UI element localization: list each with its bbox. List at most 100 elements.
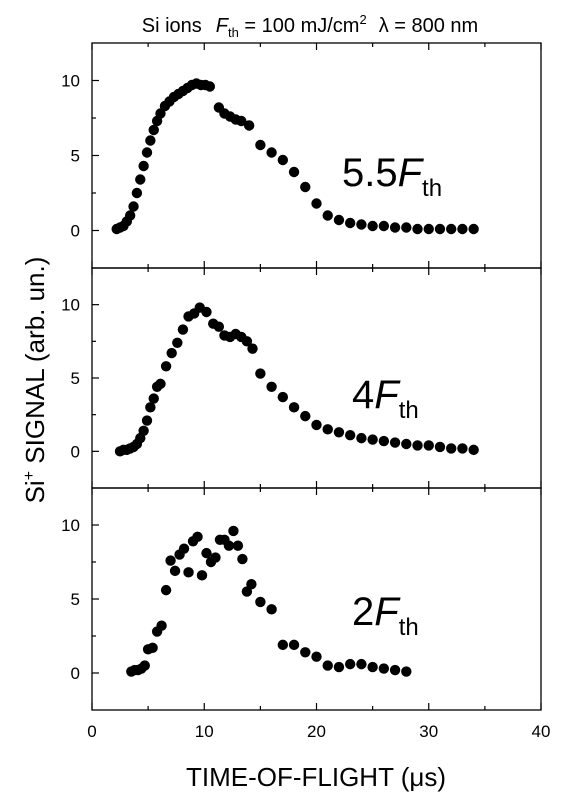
title-fluence-sup: 2 [359,12,366,27]
data-point [201,547,212,559]
data-point [236,115,247,127]
data-point [311,198,322,209]
data-point [356,432,367,444]
y-tick-label: 10 [61,296,80,315]
data-point [145,402,156,413]
annotation-symbol: F [398,151,425,195]
title-fluence-symbol: F [216,15,230,37]
data-point [148,124,159,136]
y-tick-label: 5 [71,369,80,388]
data-point [457,223,468,235]
y-tick-label: 0 [71,222,80,241]
data-point [367,661,378,673]
x-tick-label: 10 [195,722,214,741]
data-point [156,620,167,631]
data-point [468,223,479,235]
panel-frame [91,42,542,269]
x-axis-title: TIME-OF-FLIGHT (μs) [186,762,446,792]
data-point [322,210,333,221]
data-point [389,664,401,676]
data-point [241,336,253,347]
data-point [333,661,345,673]
panel-2: 0 5 10 4Fth [61,267,542,489]
data-point [228,525,239,537]
data-point [204,81,216,92]
data-point [138,425,149,436]
data-point [457,443,468,454]
data-point [266,604,277,615]
data-point [401,438,412,450]
annotation-sub: th [422,175,442,202]
y-tick-label: 0 [71,442,80,461]
chart-title: Si ions Fth = 100 mJ/cm2 λ = 800 nm [142,12,478,40]
x-tick-label: 40 [532,722,551,741]
x-tick-label: 30 [419,722,438,741]
data-point [246,579,257,590]
data-point [401,666,412,677]
data-point [389,437,401,448]
panel-annotation: 2Fth [352,590,419,641]
data-point [333,214,345,226]
data-point [237,553,248,565]
y-tick-label: 5 [71,147,80,166]
data-point [177,324,189,335]
data-point [356,658,367,670]
y-axis-title-rest: SIGNAL (arb. un.) [20,257,50,471]
x-tick-label: 20 [307,722,326,741]
data-point [266,147,277,158]
data-point [300,181,311,193]
data-point [178,543,190,554]
y-tick-label: 10 [61,72,80,91]
panel-3: 0 5 10 2Fth [61,487,542,711]
data-point [255,596,266,608]
data-point [255,368,266,379]
y-axis-title-prefix: Si [20,480,50,503]
data-point [128,201,139,212]
panel-annotation: 5.5Fth [342,151,442,202]
data-point [210,552,221,563]
annotation-number: 2 [352,590,374,634]
data-point [356,219,367,230]
data-point [378,435,390,447]
data-point [344,658,356,670]
data-point [138,160,149,172]
data-point [148,393,159,404]
data-point [322,424,333,435]
data-point [141,147,153,158]
data-point [423,223,434,235]
data-point [155,378,166,390]
data-point [277,391,289,403]
data-point [300,647,311,658]
data-point [139,660,150,671]
data-point [131,187,143,199]
data-point [333,427,345,438]
y-tick-label: 0 [71,664,80,683]
data-point [412,440,423,451]
data-point [192,531,203,543]
panel-1: 0 5 10 5.5Fth [61,42,542,269]
data-point [266,381,277,392]
annotation-symbol: F [374,590,401,634]
y-axis-title: Si+ SIGNAL (arb. un.) [20,257,50,504]
panel-frame [91,487,542,711]
data-point [166,347,177,359]
data-point [468,444,479,456]
data-point [288,402,300,413]
data-point [243,120,255,131]
data-point [423,440,434,451]
data-point [135,174,146,185]
data-point [124,210,136,221]
data-point [367,434,378,445]
data-point [311,651,322,662]
data-point [367,220,378,232]
data-point [412,223,423,235]
panel-annotation: 4Fth [352,373,419,424]
data-point [169,565,181,577]
data-point [311,419,322,431]
annotation-symbol: F [374,373,401,417]
annotation-sub: th [399,397,419,424]
data-point [196,570,208,581]
data-point [165,555,176,566]
data-point [183,567,194,578]
